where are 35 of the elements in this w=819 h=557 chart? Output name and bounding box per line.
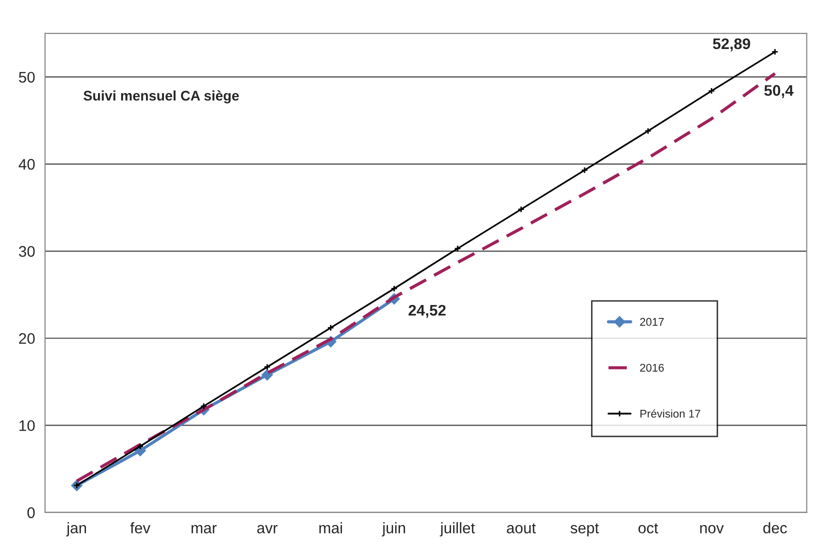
point — [136, 442, 144, 450]
point — [581, 166, 588, 174]
y-tick-label: 30 — [18, 246, 35, 257]
x-tick-label: mai — [319, 522, 342, 534]
point — [644, 127, 652, 134]
point — [262, 369, 273, 380]
point — [327, 324, 334, 332]
y-tick-label: 20 — [19, 333, 35, 344]
x-tick-label: juillet — [440, 522, 475, 536]
point — [390, 285, 398, 292]
x-tick-label: fev — [130, 522, 150, 534]
legend-label: Prévision 17 — [640, 409, 700, 418]
y-tick-label: 40 — [18, 158, 35, 170]
text: Suivi mensuel CA siège — [84, 90, 239, 104]
x-tick-label: dec — [763, 522, 787, 534]
legend-label: 2017 — [640, 318, 664, 326]
x-tick-label: avr — [257, 525, 278, 534]
annotation: 24,52 — [408, 304, 446, 318]
point — [454, 245, 462, 252]
point — [264, 364, 271, 370]
x-tick-label: nov — [700, 525, 724, 534]
x-tick-label: sept — [570, 523, 599, 536]
x-tick-label: oct — [638, 523, 658, 534]
y-tick-label: 50 — [18, 72, 35, 83]
annotation: 52,89 — [712, 38, 750, 52]
x-tick-label: aout — [506, 523, 536, 534]
point — [518, 206, 525, 213]
legend-label: 2016 — [640, 364, 664, 372]
y-tick-label: 10 — [19, 420, 35, 432]
x-tick-label: mar — [192, 525, 217, 534]
point — [708, 87, 715, 94]
annotation: 50,4 — [764, 85, 794, 98]
x-tick-label: juin — [382, 522, 406, 536]
x-tick-label: jan — [66, 522, 86, 536]
y-tick-label: 0 — [27, 507, 35, 518]
